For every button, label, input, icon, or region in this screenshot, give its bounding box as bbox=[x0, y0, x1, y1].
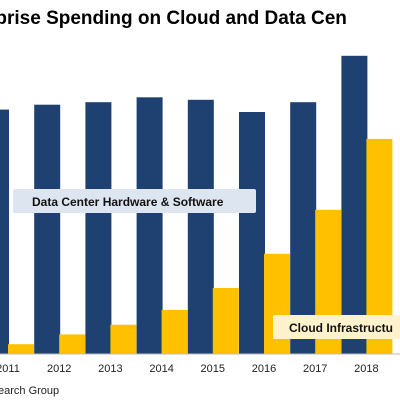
bar-cloud-2012 bbox=[59, 334, 86, 354]
annotation-data-center-box bbox=[13, 189, 256, 213]
x-tick-label-2014: 2014 bbox=[149, 363, 173, 375]
bar-data-center-2014 bbox=[136, 97, 163, 355]
bar-cloud-2014 bbox=[161, 310, 188, 354]
bar-data-center-2018 bbox=[341, 55, 368, 355]
bar-data-center-2015 bbox=[187, 99, 214, 354]
annotation-cloud: Cloud Infrastructu bbox=[273, 315, 400, 339]
bar-data-center-2012 bbox=[34, 104, 61, 354]
x-tick-label-2013: 2013 bbox=[98, 363, 122, 375]
bars-layer bbox=[0, 55, 393, 355]
x-tick-labels: 2011 2012 2013 2014 2015 2016 2017 2018 bbox=[0, 363, 379, 375]
x-tick-label-2012: 2012 bbox=[47, 363, 71, 375]
bar-data-center-2017 bbox=[290, 102, 317, 354]
chart-title: rprise Spending on Cloud and Data Cen bbox=[0, 8, 347, 29]
x-tick-label-2017: 2017 bbox=[303, 363, 327, 375]
bar-data-center-2011 bbox=[0, 109, 9, 354]
bar-data-center-2016 bbox=[239, 112, 265, 354]
x-tick-label-2018: 2018 bbox=[354, 363, 378, 375]
annotation-cloud-box bbox=[273, 315, 400, 339]
annotation-data-center: Data Center Hardware & Software bbox=[13, 189, 256, 213]
bar-cloud-2011 bbox=[8, 344, 34, 354]
x-tick-label-2011: 2011 bbox=[0, 363, 20, 375]
source-note: earch Group bbox=[0, 385, 59, 397]
annotation-data-center-label: Data Center Hardware & Software bbox=[32, 195, 224, 209]
bar-cloud-2013 bbox=[110, 324, 137, 354]
annotation-cloud-label: Cloud Infrastructu bbox=[289, 321, 393, 335]
bar-cloud-2015 bbox=[212, 288, 239, 354]
x-tick-label-2015: 2015 bbox=[201, 363, 225, 375]
bar-data-center-2013 bbox=[85, 102, 112, 354]
x-tick-label-2016: 2016 bbox=[252, 363, 276, 375]
